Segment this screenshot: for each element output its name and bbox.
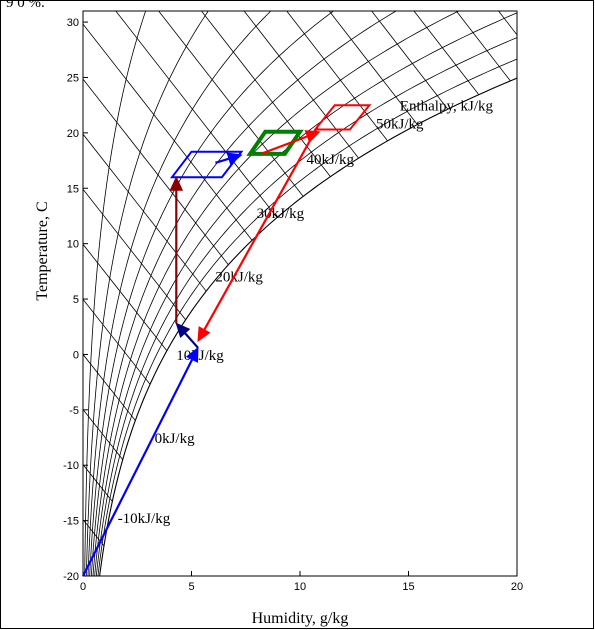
rh-curve [95,37,517,576]
enthalpy-line [413,11,480,95]
enthalpy-line [286,11,388,142]
enthalpy-line [83,23,253,241]
y-tick-label: 25 [67,72,79,84]
process-arrow-line [260,135,308,155]
y-tick-label: -5 [69,405,79,417]
y-tick-label: -20 [63,571,79,583]
enthalpy-value-label: -10kJ/kg [118,511,171,527]
enthalpy-line [83,464,113,502]
y-tick-label: 15 [67,183,79,195]
enthalpy-line [371,11,449,110]
process-arrow-head [169,176,184,191]
enthalpy-line [83,133,207,292]
y-tick-label: -15 [63,516,79,528]
y-tick-label: 10 [67,239,79,251]
process-arrow-head [185,346,199,363]
enthalpy-line [115,11,278,218]
enthalpy-line [83,409,124,460]
enthalpy-line [243,11,359,159]
enthalpy-value-label: 40kJ/kg [307,152,355,168]
y-tick-label: 20 [67,128,79,140]
enthalpy-line [83,78,229,265]
x-tick-label: 20 [511,581,523,593]
axis-ticks: 0 5 10 15 20 -20 -15 -10 -5 0 5 10 15 20 25 30 [63,17,523,593]
cut-off-caption: 9 0 %. [6,0,45,11]
rh-curve [94,12,517,576]
enthalpy-line [83,189,186,321]
rh-curve [99,77,517,576]
y-tick-label: 0 [73,349,79,361]
enthalpy-labels: -10kJ/kg 0kJ/kg 10kJ/kg 20kJ/kg 30kJ/kg 40kJ/… [118,99,494,527]
enthalpy-value-label: 30kJ/kg [257,206,305,222]
x-tick-label: 5 [188,581,194,593]
y-axis-label: Temperature, C [34,201,51,300]
plot-area-border [82,10,518,577]
enthalpy-value-label: 0kJ/kg [155,431,196,447]
y-tick-label: -10 [63,460,79,472]
process-arrow-head [226,152,243,166]
enthalpy-value-label: 10kJ/kg [176,348,224,364]
x-tick-label: 10 [294,581,306,593]
y-tick-label: 30 [67,17,79,29]
state-box [313,104,372,131]
enthalpy-title: Enthalpy, kJ/kg [400,99,494,115]
state-box [246,129,304,156]
process-overlays [82,104,372,577]
psychrometric-curves [83,11,517,576]
rh-curve [85,11,209,576]
enthalpy-line [83,354,136,421]
process-arrow-head [197,326,211,343]
enthalpy-line [83,299,151,385]
rh-curve [87,11,272,576]
process-arrow-line [184,332,199,349]
rh-curve [90,11,397,576]
enthalpy-line [200,11,331,177]
enthalpy-line [455,11,511,82]
enthalpy-line [83,244,168,352]
state-box [169,150,244,179]
enthalpy-line [328,11,418,125]
rh-curve [97,58,517,576]
process-arrow-line [203,126,319,331]
rh-curve [92,11,459,576]
enthalpy-value-label: 50kJ/kg [376,116,424,132]
process-arrow-line [215,157,230,164]
y-tick-label: 5 [73,294,79,306]
enthalpy-line [158,11,304,197]
rh-curve [84,11,146,576]
x-axis-label: Humidity, g/kg [252,610,349,627]
process-arrow-head [304,130,321,143]
x-tick-label: 0 [80,581,86,593]
x-tick-label: 15 [402,581,414,593]
process-arrow-line [82,358,194,577]
process-arrow-head [175,322,191,338]
enthalpy-value-label: 20kJ/kg [215,269,263,285]
